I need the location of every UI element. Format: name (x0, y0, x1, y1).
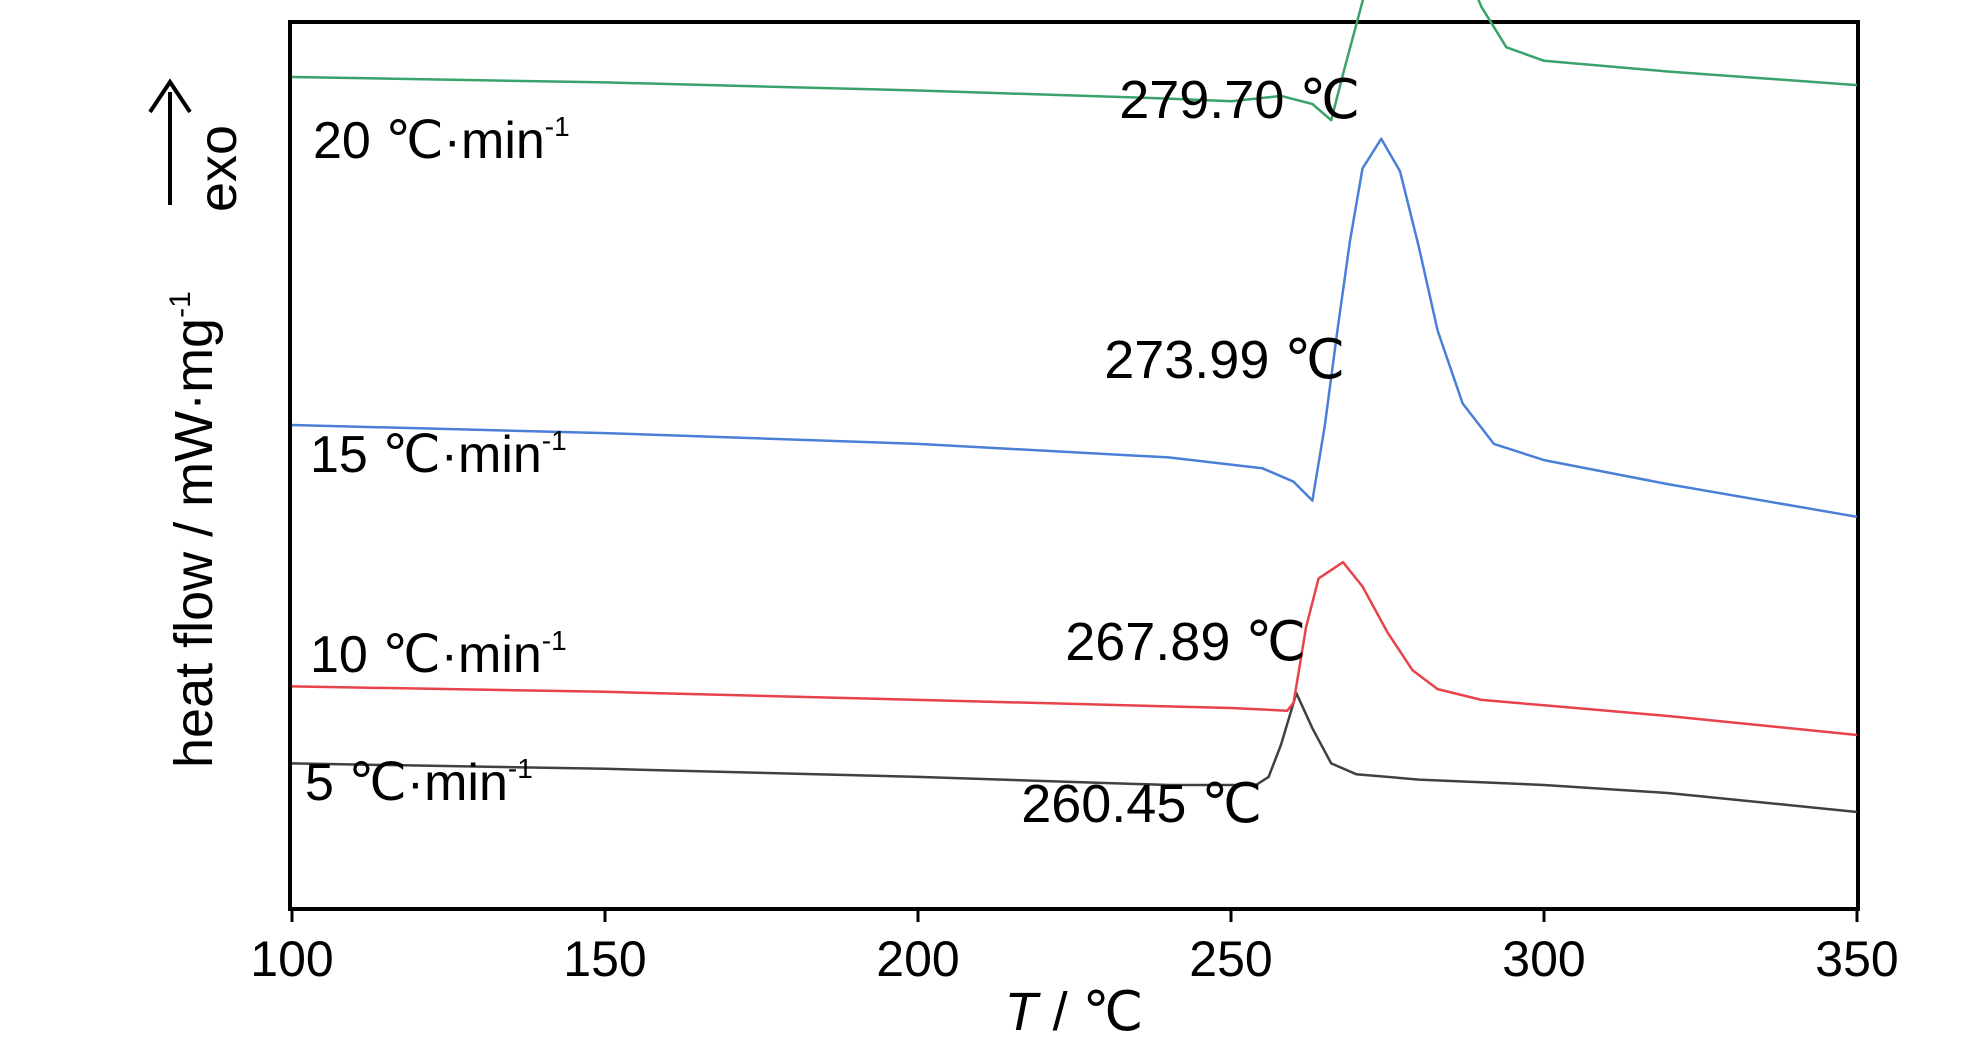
peak-label-1: 260.45 ℃ (1021, 774, 1262, 834)
series-line-3 (291, 137, 1858, 519)
x-tick-label: 200 (876, 931, 959, 987)
x-tick-label: 250 (1189, 931, 1272, 987)
series-line-4 (291, 0, 1858, 122)
peak-label-2: 267.89 ℃ (1065, 612, 1306, 672)
x-tick-label: 100 (250, 931, 333, 987)
series-label-4: 20 ℃·min-1 (313, 111, 570, 170)
exo-indicator: exo (148, 78, 248, 212)
y-axis-title: heat flow / mW·mg-1 (164, 291, 224, 768)
x-axis-ticks: 100 150 200 250 300 350 (250, 908, 1899, 987)
peak-label-4: 279.70 ℃ (1119, 70, 1360, 130)
exo-arrowhead-icon (148, 78, 192, 114)
x-tick-label: 350 (1815, 931, 1898, 987)
peak-label-3: 273.99 ℃ (1104, 330, 1345, 390)
series-group (291, 0, 1858, 814)
series-label-3: 15 ℃·min-1 (310, 425, 567, 484)
exo-label: exo (188, 125, 248, 212)
series-label-1: 5 ℃·min-1 (305, 753, 533, 812)
svg-text:heat flow / mW·mg-1: heat flow / mW·mg-1 (164, 291, 224, 768)
series-label-2: 10 ℃·min-1 (310, 625, 567, 684)
x-tick-label: 150 (563, 931, 646, 987)
series-line-2 (291, 560, 1858, 737)
x-tick-label: 300 (1502, 931, 1585, 987)
labels-group: 5 ℃·min-1 260.45 ℃ 10 ℃·min-1 267.89 ℃ 15 ℃·… (305, 70, 1360, 834)
x-axis-title: T / ℃ (1005, 982, 1144, 1042)
plot-frame (288, 20, 1860, 911)
